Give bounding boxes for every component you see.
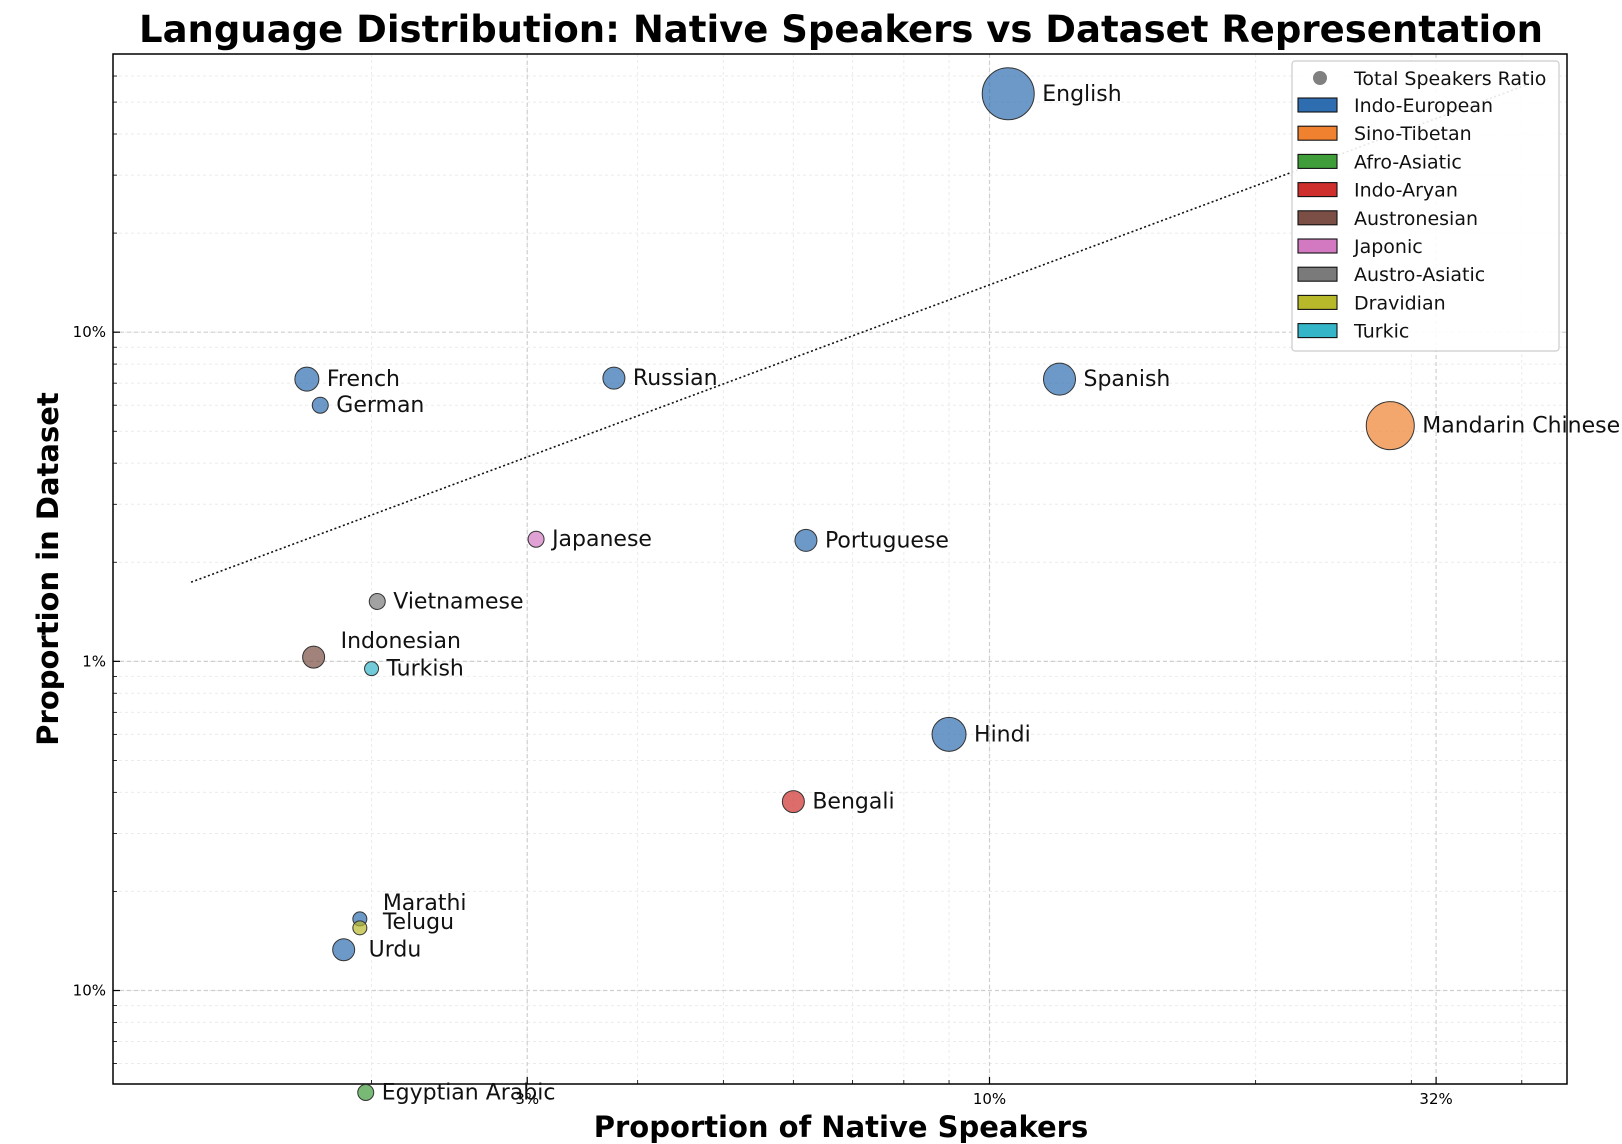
legend-entries: Indo-European Sino-Tibetan Afro-Asiatic Ind… xyxy=(1297,95,1493,343)
legend-label: Dravidian xyxy=(1354,292,1446,314)
point-russian xyxy=(602,366,626,390)
legend-swatch xyxy=(1297,323,1338,339)
point-label: Indonesian xyxy=(341,629,461,654)
point-vietnamese xyxy=(368,592,386,610)
legend-label: Turkic xyxy=(1353,321,1409,343)
legend: Total Speakers Ratio Indo-European Sino-T… xyxy=(1291,60,1560,352)
legend-box xyxy=(1291,60,1560,352)
point-indonesian xyxy=(302,645,326,669)
point-french xyxy=(294,366,320,392)
legend-label: Sino-Tibetan xyxy=(1354,123,1472,145)
grid xyxy=(113,53,1567,1084)
point-japanese xyxy=(527,530,545,548)
point-urdu xyxy=(332,938,356,962)
legend-size-marker xyxy=(1313,71,1327,85)
point-label: Vietnamese xyxy=(393,589,523,614)
point-label: Egyptian Arabic xyxy=(382,1080,556,1105)
legend-label: Indo-European xyxy=(1354,95,1493,117)
point-hindi xyxy=(931,716,967,752)
point-turkish xyxy=(364,661,380,677)
legend-label: Austro-Asiatic xyxy=(1354,264,1485,286)
legend-label: Indo-Aryan xyxy=(1354,180,1458,202)
point-label: Hindi xyxy=(974,722,1031,747)
point-label: Portuguese xyxy=(825,528,949,553)
point-label: Bengali xyxy=(812,790,894,815)
legend-size-entry: Total Speakers Ratio xyxy=(1353,68,1546,90)
point-label: Russian xyxy=(633,366,718,391)
point-labels: English Spanish Mandarin Chinese FrenchGerm… xyxy=(327,82,1620,1106)
x-tick-label: 32% xyxy=(1419,1090,1452,1108)
axis-ticks: 3% 10% 32% 10% 1% 10% xyxy=(73,323,1453,1108)
legend-swatch xyxy=(1297,182,1338,198)
point-label: Marathi xyxy=(383,891,467,916)
legend-swatch xyxy=(1297,266,1338,282)
point-label: Mandarin Chinese xyxy=(1422,414,1620,439)
legend-swatch xyxy=(1297,210,1338,226)
legend-swatch xyxy=(1297,238,1338,254)
point-label: Turkish xyxy=(386,657,464,682)
y-axis-label: Proportion in Dataset xyxy=(31,392,65,746)
y-tick-label: 10% xyxy=(73,982,106,1000)
y-tick-label: 1% xyxy=(82,652,106,670)
point-german xyxy=(311,396,329,414)
point-label: French xyxy=(327,367,400,392)
legend-label: Japonic xyxy=(1353,236,1423,258)
y-tick-label: 10% xyxy=(73,323,106,341)
point-english xyxy=(981,67,1035,121)
legend-swatch xyxy=(1297,294,1338,310)
data-points xyxy=(294,67,1415,1101)
point-spanish xyxy=(1042,362,1076,396)
point-telugu xyxy=(352,920,368,936)
plot-frame xyxy=(112,53,1568,1085)
reference-line xyxy=(190,78,1541,583)
point-label: Urdu xyxy=(369,938,422,963)
point-mandarin-chinese xyxy=(1365,401,1415,451)
chart-title: Language Distribution: Native Speakers v… xyxy=(139,8,1543,51)
point-label: English xyxy=(1042,82,1121,107)
point-label: German xyxy=(336,393,424,418)
x-axis-label: Proportion of Native Speakers xyxy=(594,1110,1089,1144)
point-egyptian-arabic xyxy=(357,1083,375,1101)
point-label: Telugu xyxy=(382,910,454,935)
point-label: Japanese xyxy=(550,527,652,552)
point-portuguese xyxy=(794,528,818,552)
x-tick-label: 3% xyxy=(515,1090,539,1108)
legend-swatch xyxy=(1297,125,1338,141)
point-bengali xyxy=(781,790,805,814)
legend-swatch xyxy=(1297,153,1338,169)
x-tick-label: 10% xyxy=(973,1090,1006,1108)
legend-swatch xyxy=(1297,97,1338,113)
legend-label: Afro-Asiatic xyxy=(1354,151,1462,173)
point-label: Spanish xyxy=(1083,367,1170,392)
legend-label: Austronesian xyxy=(1354,208,1478,230)
